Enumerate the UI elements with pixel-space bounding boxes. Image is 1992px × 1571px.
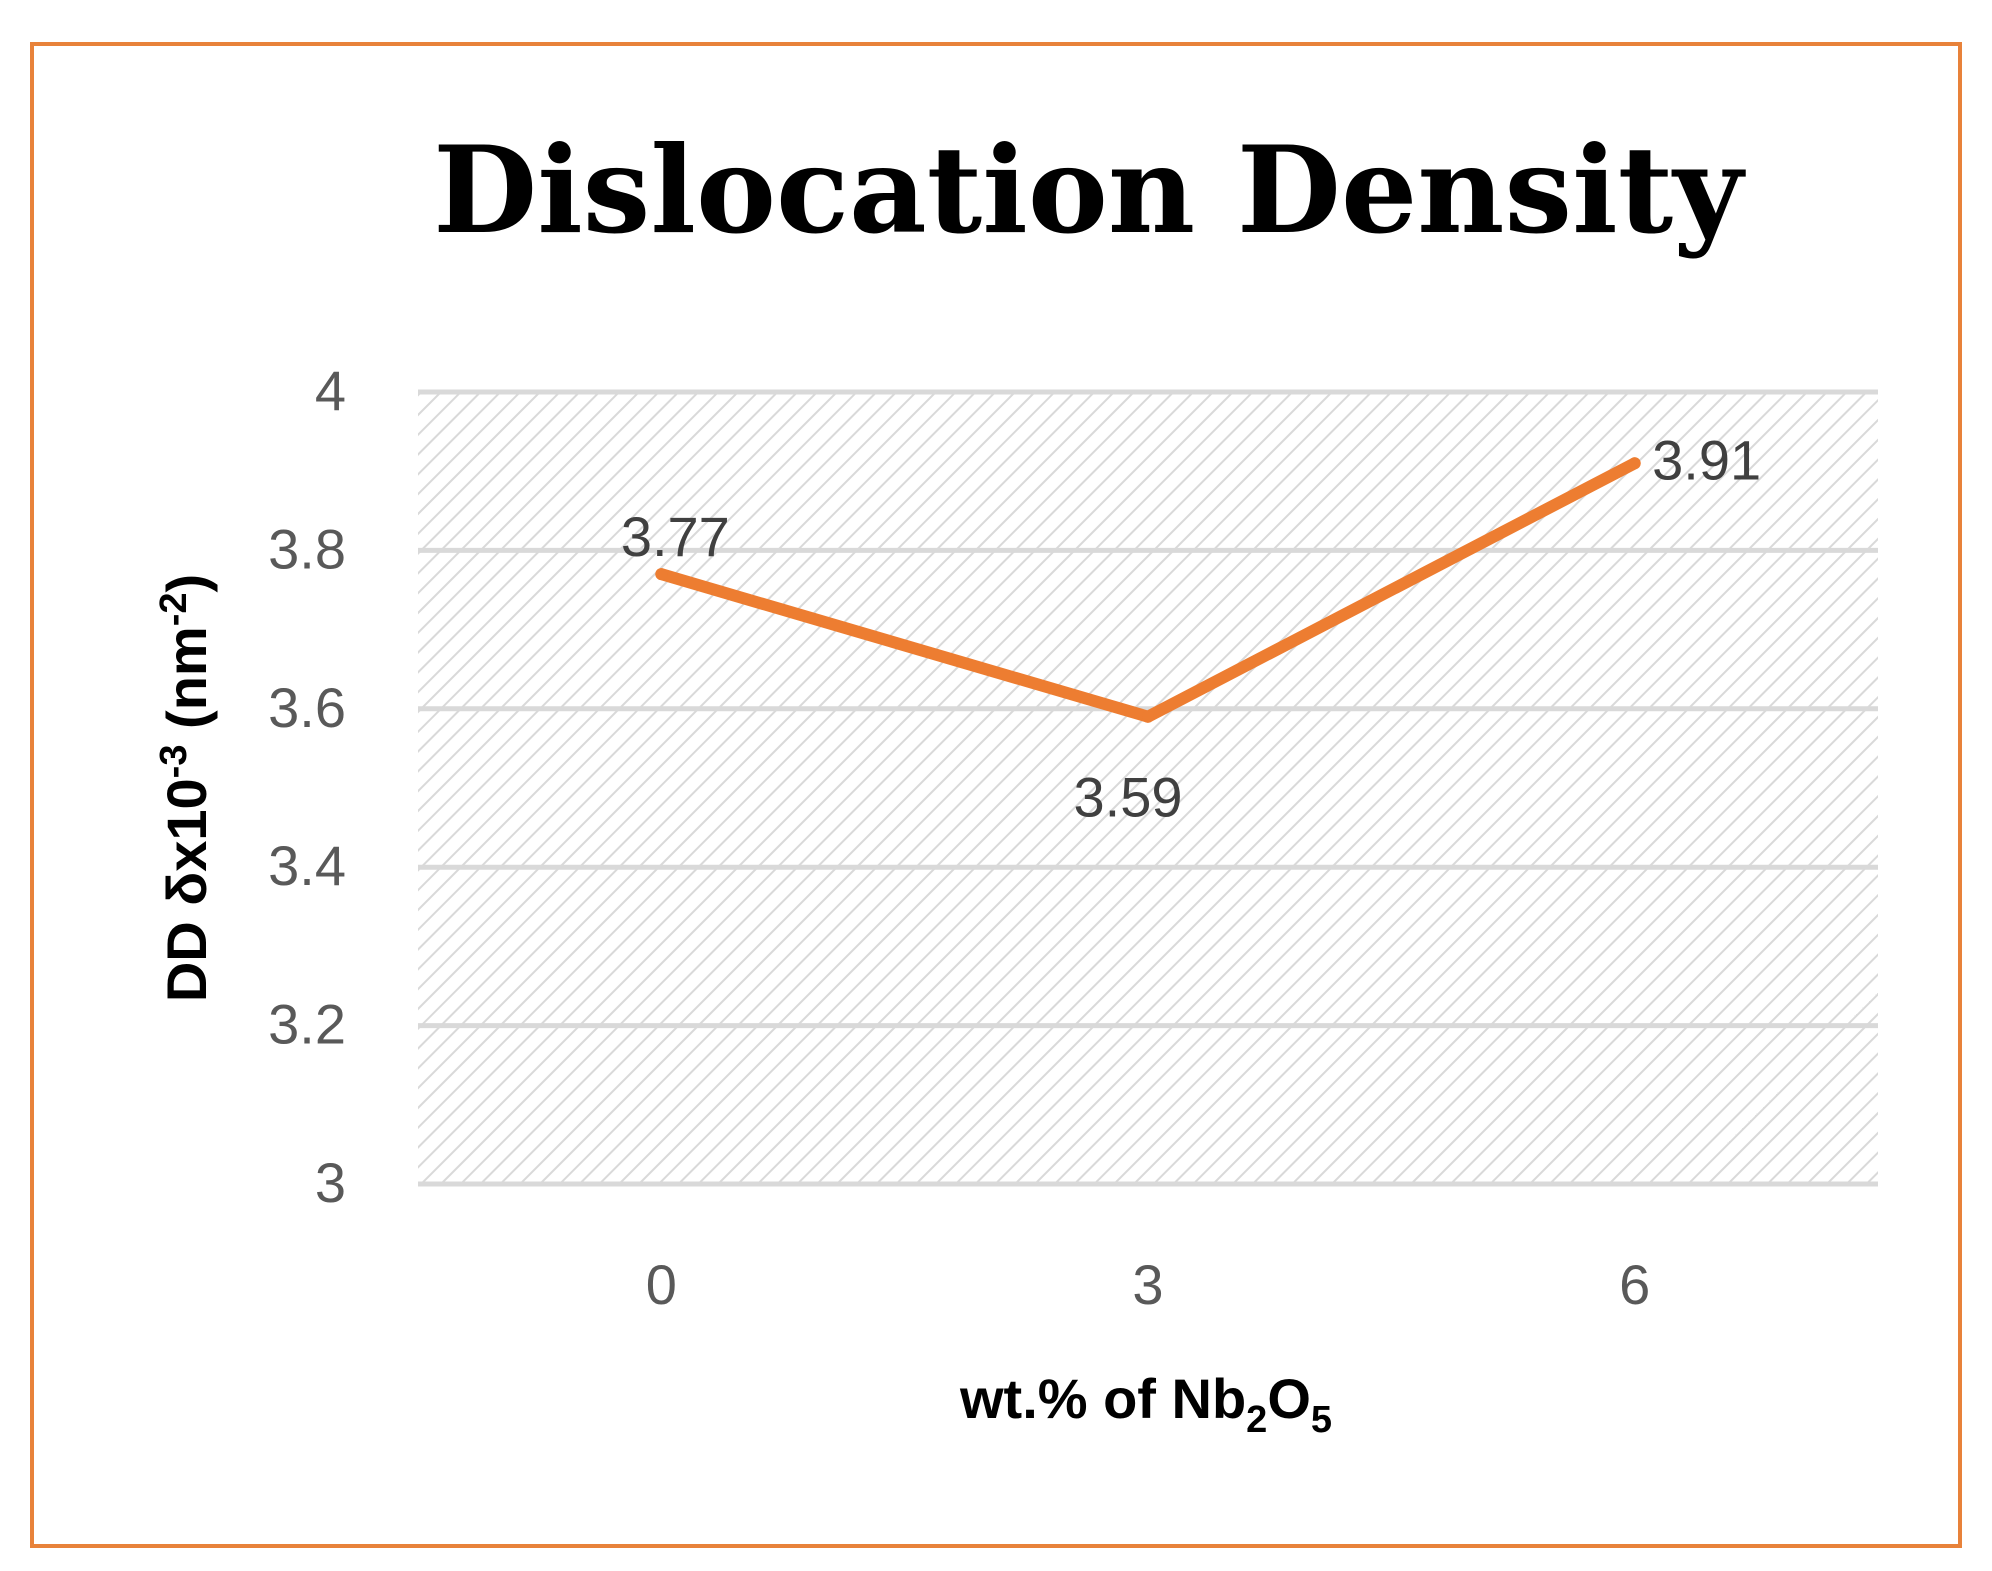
data-point bbox=[1142, 710, 1154, 723]
x-axis-tick-labels: 0 3 6 bbox=[646, 1253, 1650, 1316]
data-label: 3.77 bbox=[621, 505, 730, 568]
y-axis-title-sup1: -3 bbox=[153, 745, 195, 779]
x-tick-label: 6 bbox=[1619, 1253, 1650, 1316]
plot-area bbox=[418, 392, 1878, 1184]
x-axis-title-main: wt.% of Nb bbox=[959, 1367, 1246, 1430]
x-axis-title-sub1: 2 bbox=[1246, 1399, 1267, 1441]
y-axis-title-mid: (nm bbox=[155, 626, 218, 744]
data-label: 3.91 bbox=[1652, 428, 1761, 491]
y-axis-title-sup2: -2 bbox=[153, 593, 195, 627]
y-tick-label: 3 bbox=[315, 1151, 346, 1214]
x-axis-title: wt.% of Nb2O5 bbox=[959, 1367, 1332, 1441]
y-tick-label: 4 bbox=[315, 359, 346, 422]
x-tick-label: 0 bbox=[646, 1253, 677, 1316]
series-layer bbox=[655, 457, 1641, 723]
y-tick-label: 3.6 bbox=[268, 676, 346, 739]
data-point bbox=[1628, 457, 1641, 470]
data-labels: 3.77 3.59 3.91 bbox=[621, 428, 1761, 828]
x-axis-title-mid: O bbox=[1267, 1367, 1311, 1430]
y-tick-label: 3.4 bbox=[268, 834, 346, 897]
y-axis-tick-labels: 3 3.2 3.4 3.6 3.8 4 bbox=[268, 359, 346, 1214]
y-tick-label: 3.8 bbox=[268, 517, 346, 580]
grid-lines bbox=[418, 389, 1878, 1187]
y-axis-title-main: DD δx10 bbox=[155, 778, 218, 1002]
y-tick-label: 3.2 bbox=[268, 993, 346, 1056]
data-point bbox=[655, 568, 668, 581]
x-axis-title-sub2: 5 bbox=[1311, 1399, 1332, 1441]
y-axis-title: DD δx10-3 (nm-2) bbox=[153, 574, 218, 1002]
data-label: 3.59 bbox=[1074, 766, 1183, 829]
chart-title: Dislocation Density bbox=[433, 120, 1746, 261]
x-tick-label: 3 bbox=[1132, 1253, 1163, 1316]
y-axis-title-end: ) bbox=[155, 574, 218, 593]
